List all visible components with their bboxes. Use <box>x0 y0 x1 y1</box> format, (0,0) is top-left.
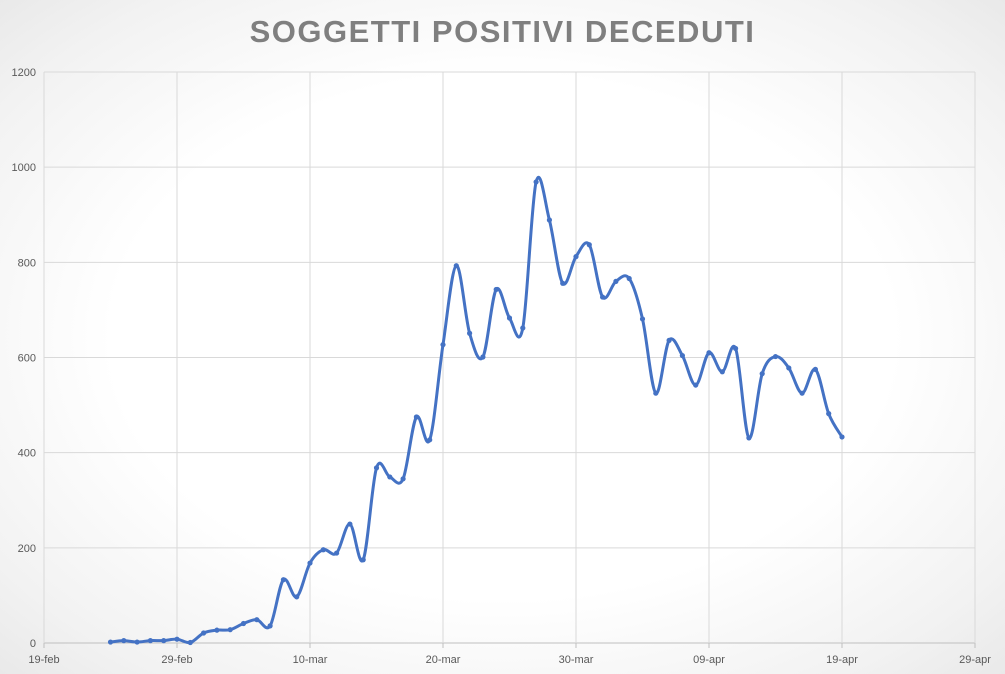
chart-title: SOGGETTI POSITIVI DECEDUTI <box>249 14 756 49</box>
data-point <box>480 354 486 360</box>
y-tick-label: 0 <box>30 638 36 650</box>
axis-labels: 0 200 400 600 800 1000 1200 19-feb 29-feb 10-mar 2… <box>12 67 992 666</box>
y-tick-label: 600 <box>18 353 36 365</box>
data-point <box>174 636 180 642</box>
data-point <box>413 414 419 420</box>
data-point <box>546 217 553 223</box>
data-point <box>334 550 340 556</box>
data-point <box>440 342 446 348</box>
data-point <box>560 280 566 286</box>
series-deceased <box>107 176 845 646</box>
data-point <box>733 345 739 352</box>
data-point <box>267 623 273 629</box>
y-tick-label: 800 <box>18 257 36 269</box>
data-point <box>520 325 526 331</box>
y-tick-label: 1200 <box>12 67 36 79</box>
series-line <box>109 176 844 645</box>
data-point <box>161 638 167 644</box>
data-point <box>467 330 473 336</box>
data-point <box>600 294 606 300</box>
data-point <box>227 627 233 633</box>
data-point <box>719 369 725 375</box>
data-point <box>786 365 792 371</box>
data-point <box>666 337 672 343</box>
data-point <box>506 315 513 321</box>
data-point <box>693 382 699 388</box>
data-point <box>240 620 247 627</box>
data-point <box>307 560 313 566</box>
data-point <box>107 639 114 645</box>
data-point <box>799 390 805 396</box>
data-point <box>679 352 686 359</box>
data-point <box>626 275 632 282</box>
data-point <box>653 390 659 396</box>
data-point <box>254 617 260 623</box>
data-point <box>147 638 153 644</box>
data-point <box>573 254 579 260</box>
x-tick-label: 30-mar <box>559 654 594 666</box>
data-point <box>373 465 380 471</box>
x-tick-label: 10-mar <box>293 654 328 666</box>
x-tick-label: 09-apr <box>693 654 725 666</box>
data-point <box>493 286 499 293</box>
data-point <box>360 557 366 563</box>
data-point <box>586 242 592 248</box>
gridlines <box>43 71 976 648</box>
y-tick-label: 1000 <box>12 162 36 174</box>
data-point <box>453 263 459 269</box>
data-point <box>400 476 406 482</box>
data-point <box>639 316 646 322</box>
data-point <box>121 638 127 644</box>
data-point <box>320 547 326 553</box>
x-tick-label: 19-apr <box>826 654 858 666</box>
data-point <box>746 435 752 441</box>
data-point <box>839 434 845 440</box>
data-point <box>214 627 220 633</box>
y-tick-label: 400 <box>18 448 36 460</box>
x-tick-label: 29-apr <box>959 654 991 666</box>
data-point <box>759 371 765 377</box>
data-point <box>427 437 433 443</box>
data-point <box>294 594 300 600</box>
x-tick-label: 19-feb <box>28 654 59 666</box>
data-point <box>533 179 539 185</box>
data-point <box>280 577 286 583</box>
data-point <box>134 639 140 645</box>
data-point <box>772 353 779 360</box>
data-point <box>812 366 819 372</box>
data-point <box>347 521 353 527</box>
data-point <box>187 639 193 646</box>
data-point <box>706 350 712 356</box>
data-point <box>613 278 619 284</box>
data-point <box>826 411 832 417</box>
x-tick-label: 29-feb <box>161 654 192 666</box>
y-tick-label: 200 <box>18 543 36 555</box>
data-point <box>201 630 207 636</box>
data-point <box>387 474 393 480</box>
x-tick-label: 20-mar <box>426 654 461 666</box>
